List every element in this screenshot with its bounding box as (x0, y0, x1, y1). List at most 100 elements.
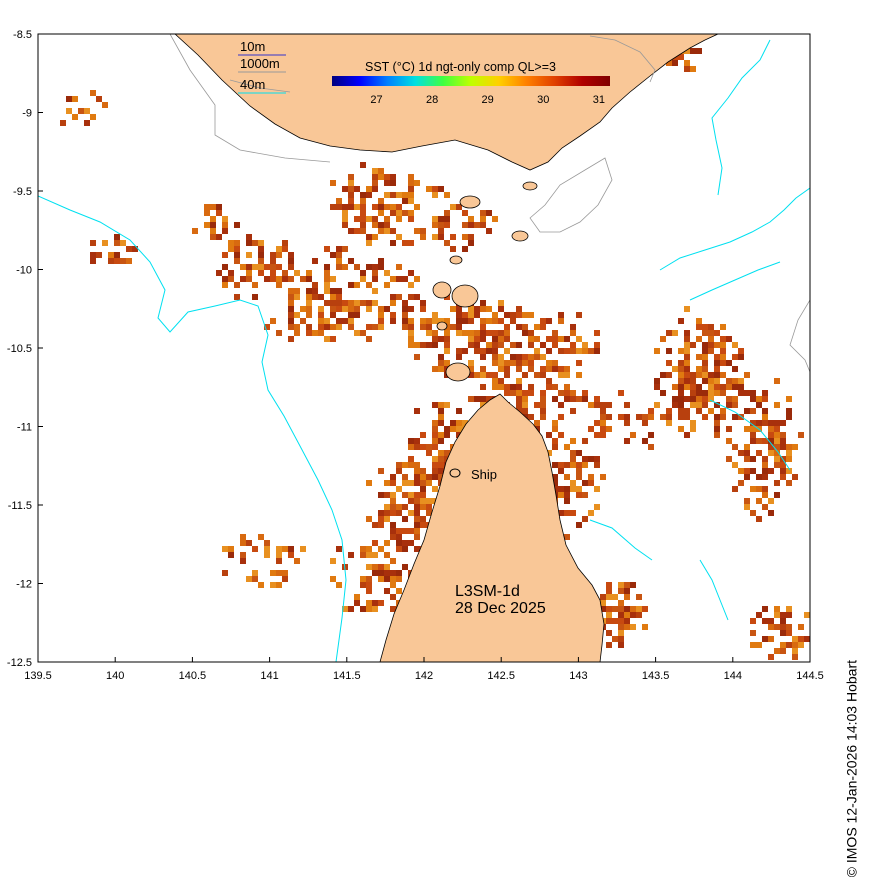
sst-pixel (732, 396, 738, 402)
sst-pixel (372, 264, 378, 270)
sst-pixel (714, 366, 720, 372)
sst-pixel (444, 336, 450, 342)
sst-pixel (456, 354, 462, 360)
sst-pixel (294, 324, 300, 330)
sst-pixel (456, 348, 462, 354)
sst-pixel (474, 372, 480, 378)
sst-pixel (276, 546, 282, 552)
sst-pixel (798, 642, 804, 648)
sst-pixel (678, 372, 684, 378)
sst-pixel (648, 414, 654, 420)
sst-pixel (786, 456, 792, 462)
sst-pixel (306, 288, 312, 294)
sst-pixel (534, 354, 540, 360)
sst-pixel (690, 384, 696, 390)
sst-pixel (504, 384, 510, 390)
sst-pixel (720, 360, 726, 366)
sst-pixel (474, 396, 480, 402)
sst-pixel (408, 240, 414, 246)
sst-pixel (576, 348, 582, 354)
sst-pixel (696, 48, 702, 54)
sst-pixel (216, 210, 222, 216)
sst-pixel (600, 402, 606, 408)
sst-pixel (438, 354, 444, 360)
sst-pixel (696, 384, 702, 390)
sst-pixel (396, 546, 402, 552)
sst-pixel (714, 426, 720, 432)
sst-pixel (726, 426, 732, 432)
sst-pixel (414, 204, 420, 210)
sst-pixel (288, 312, 294, 318)
sst-pixel (786, 642, 792, 648)
sst-pixel (642, 438, 648, 444)
sst-pixel (540, 342, 546, 348)
sst-pixel (786, 624, 792, 630)
sst-pixel (624, 582, 630, 588)
sst-pixel (90, 258, 96, 264)
sst-pixel (492, 342, 498, 348)
sst-pixel (546, 384, 552, 390)
sst-pixel (678, 378, 684, 384)
sst-pixel (780, 444, 786, 450)
sst-pixel (546, 450, 552, 456)
sst-pixel (390, 594, 396, 600)
sst-pixel (306, 294, 312, 300)
sst-pixel (714, 402, 720, 408)
colorbar-scale (332, 76, 610, 86)
sst-pixel (702, 324, 708, 330)
sst-pixel (552, 474, 558, 480)
sst-pixel (678, 384, 684, 390)
sst-pixel (756, 642, 762, 648)
sst-pixel (474, 336, 480, 342)
sst-pixel (702, 390, 708, 396)
sst-pixel (714, 342, 720, 348)
sst-pixel (468, 342, 474, 348)
sst-pixel (546, 360, 552, 366)
sst-pixel (444, 426, 450, 432)
sst-pixel (354, 306, 360, 312)
sst-pixel (342, 264, 348, 270)
sst-pixel (564, 474, 570, 480)
sst-pixel (438, 432, 444, 438)
sst-pixel (768, 438, 774, 444)
sst-pixel (366, 240, 372, 246)
sst-pixel (384, 216, 390, 222)
sst-pixel (588, 474, 594, 480)
sst-pixel (528, 330, 534, 336)
sst-pixel (384, 180, 390, 186)
sst-pixel (570, 438, 576, 444)
sst-pixel (318, 312, 324, 318)
sst-pixel (240, 558, 246, 564)
sst-pixel (372, 324, 378, 330)
sst-pixel (474, 342, 480, 348)
sst-pixel (366, 588, 372, 594)
sst-pixel (762, 468, 768, 474)
sst-pixel (384, 540, 390, 546)
sst-pixel (672, 384, 678, 390)
sst-pixel (204, 210, 210, 216)
sst-pixel (372, 186, 378, 192)
sst-pixel (468, 306, 474, 312)
sst-pixel (660, 372, 666, 378)
sst-pixel (738, 414, 744, 420)
sst-pixel (756, 498, 762, 504)
sst-pixel (258, 246, 264, 252)
sst-pixel (270, 582, 276, 588)
sst-pixel (660, 414, 666, 420)
sst-pixel (594, 462, 600, 468)
sst-pixel (378, 204, 384, 210)
sst-pixel (576, 462, 582, 468)
sst-pixel (258, 264, 264, 270)
sst-pixel (450, 306, 456, 312)
sst-pixel (450, 420, 456, 426)
sst-pixel (216, 234, 222, 240)
sst-pixel (684, 366, 690, 372)
sst-pixel (324, 336, 330, 342)
sst-pixel (384, 564, 390, 570)
sst-pixel (366, 300, 372, 306)
sst-pixel (414, 474, 420, 480)
sst-pixel (498, 360, 504, 366)
sst-pixel (438, 438, 444, 444)
sst-pixel (462, 312, 468, 318)
sst-pixel (366, 264, 372, 270)
